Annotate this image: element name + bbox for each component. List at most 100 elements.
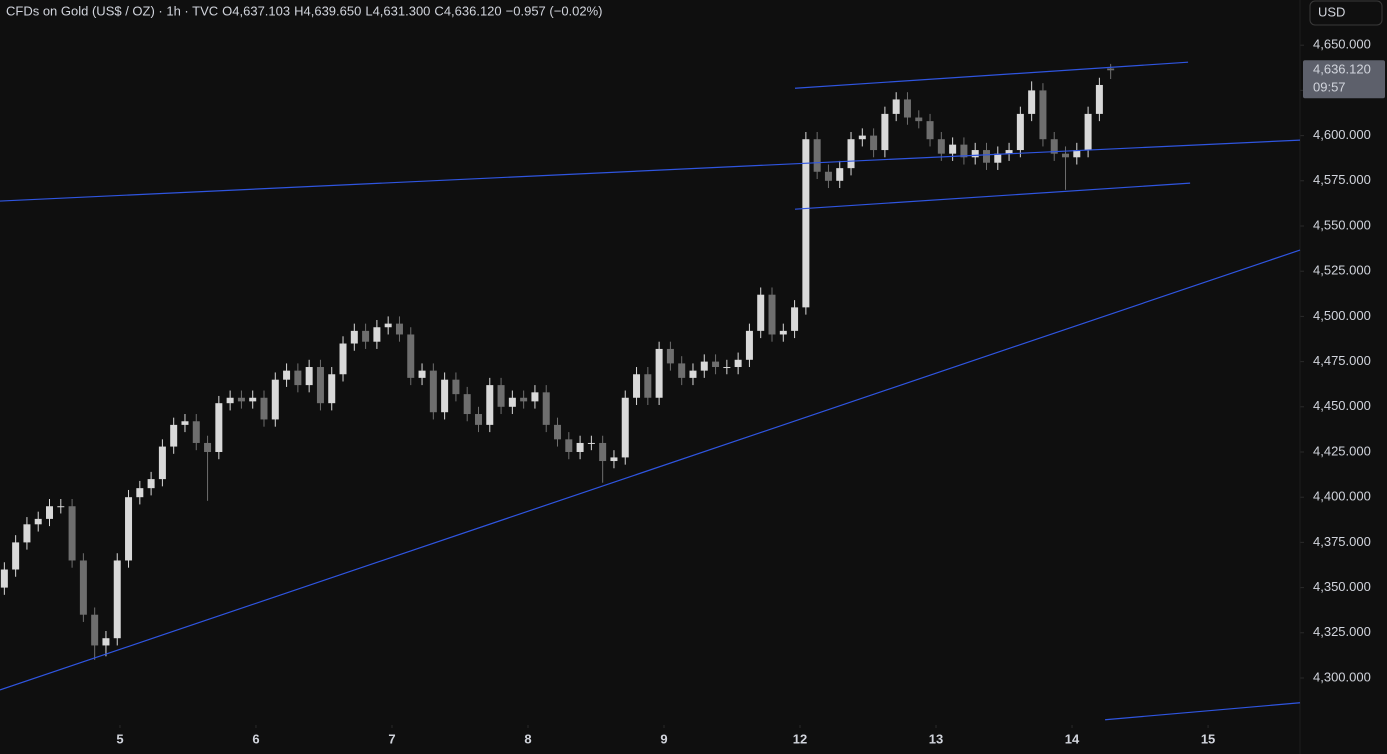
y-tick-label: 4,375.000 bbox=[1313, 534, 1371, 549]
candle-body bbox=[113, 560, 121, 639]
candle-body bbox=[452, 379, 460, 395]
candle-body bbox=[723, 367, 731, 369]
currency-button[interactable] bbox=[1309, 0, 1383, 26]
candle-body bbox=[418, 370, 426, 378]
candle-body bbox=[125, 497, 133, 561]
candle-body bbox=[960, 144, 968, 158]
candle-body bbox=[554, 424, 562, 440]
candle-body bbox=[46, 506, 54, 519]
candle-body bbox=[463, 394, 471, 415]
countdown-label: 09:57 bbox=[1313, 80, 1346, 95]
candle-body bbox=[745, 330, 753, 360]
candle-body bbox=[824, 171, 832, 181]
candle-body bbox=[395, 323, 403, 335]
candle-body bbox=[576, 442, 584, 452]
candle-body bbox=[1039, 90, 1047, 140]
candle-body bbox=[1028, 90, 1036, 114]
header-value: 4,636.120 bbox=[444, 3, 502, 18]
candle-body bbox=[858, 135, 866, 140]
candle-body bbox=[294, 370, 302, 386]
trend-line bbox=[0, 139, 1301, 202]
candle-body bbox=[542, 392, 550, 425]
candle-body bbox=[926, 121, 934, 140]
candle-body bbox=[68, 506, 76, 561]
candle-body bbox=[757, 294, 765, 331]
x-tick-label: 5 bbox=[116, 731, 123, 746]
candle-body bbox=[271, 379, 279, 420]
candle-body bbox=[350, 330, 358, 344]
candle-body bbox=[1107, 68, 1115, 71]
candle-body bbox=[316, 367, 324, 404]
candle-body bbox=[192, 421, 200, 443]
candle-body bbox=[102, 638, 110, 646]
candle-body bbox=[802, 139, 810, 308]
header-key: L bbox=[365, 3, 372, 18]
y-tick-label: 4,350.000 bbox=[1313, 579, 1371, 594]
candle-body bbox=[937, 139, 945, 154]
candle-body bbox=[384, 323, 392, 328]
candle-body bbox=[870, 135, 878, 151]
x-tick-label: 7 bbox=[388, 731, 395, 746]
candle-body bbox=[779, 330, 787, 335]
candle-body bbox=[847, 139, 855, 169]
candle-body bbox=[666, 348, 674, 364]
x-tick-label: 13 bbox=[929, 731, 943, 746]
candle-body bbox=[1016, 113, 1024, 151]
y-tick-label: 4,475.000 bbox=[1313, 353, 1371, 368]
price-tag bbox=[1303, 60, 1385, 99]
candle-body bbox=[1050, 139, 1058, 154]
candle-body bbox=[339, 343, 347, 375]
candle-body bbox=[57, 506, 65, 508]
candle-body bbox=[486, 385, 494, 425]
candle-body bbox=[903, 99, 911, 118]
y-tick-label: 4,550.000 bbox=[1313, 217, 1371, 232]
y-tick-label: 4,575.000 bbox=[1313, 172, 1371, 187]
candle-body bbox=[994, 153, 1002, 163]
header-key: H bbox=[294, 3, 303, 18]
x-tick-label: 15 bbox=[1201, 731, 1215, 746]
candle-body bbox=[768, 294, 776, 335]
candle-body bbox=[813, 139, 821, 172]
candle-body bbox=[520, 397, 528, 402]
candle-body bbox=[283, 370, 291, 380]
y-tick-label: 4,425.000 bbox=[1313, 443, 1371, 458]
candle-body bbox=[226, 397, 234, 404]
candle-body bbox=[79, 560, 87, 615]
candle-body bbox=[237, 397, 245, 402]
header-title: CFDs on Gold (US$ / OZ) · 1h · TVC bbox=[6, 3, 218, 18]
candle-body bbox=[836, 168, 844, 181]
trend-line bbox=[794, 61, 1189, 89]
candle-body bbox=[91, 614, 99, 646]
y-tick-label: 4,400.000 bbox=[1313, 489, 1371, 504]
currency-label[interactable]: USD bbox=[1318, 4, 1345, 19]
candle-body bbox=[158, 446, 166, 480]
candle-body bbox=[1095, 84, 1103, 114]
header-value: 4,637.103 bbox=[232, 3, 290, 18]
price-tag-label: 4,636.120 bbox=[1313, 62, 1371, 77]
candle-body bbox=[700, 361, 708, 371]
y-tick-label: 4,600.000 bbox=[1313, 127, 1371, 142]
candle-body bbox=[915, 117, 923, 122]
candle-body bbox=[881, 113, 889, 151]
candle-body bbox=[181, 421, 189, 425]
x-tick-label: 12 bbox=[793, 731, 807, 746]
candle-body bbox=[508, 397, 516, 407]
candle-body bbox=[407, 334, 415, 378]
trend-line bbox=[0, 249, 1301, 691]
candle-body bbox=[204, 442, 212, 452]
x-tick-label: 8 bbox=[524, 731, 531, 746]
candle-body bbox=[621, 397, 629, 458]
candle-body bbox=[689, 370, 697, 378]
header-value: 4,631.300 bbox=[373, 3, 431, 18]
y-tick-label: 4,300.000 bbox=[1313, 669, 1371, 684]
candle-body bbox=[599, 442, 607, 462]
candle-body bbox=[971, 150, 979, 158]
candle-body bbox=[1073, 150, 1081, 158]
candle-body bbox=[644, 374, 652, 398]
candle-body bbox=[305, 367, 313, 386]
candle-body bbox=[678, 363, 686, 378]
candle-body bbox=[147, 479, 155, 489]
candle-body bbox=[982, 150, 990, 163]
candle-body bbox=[892, 99, 900, 114]
